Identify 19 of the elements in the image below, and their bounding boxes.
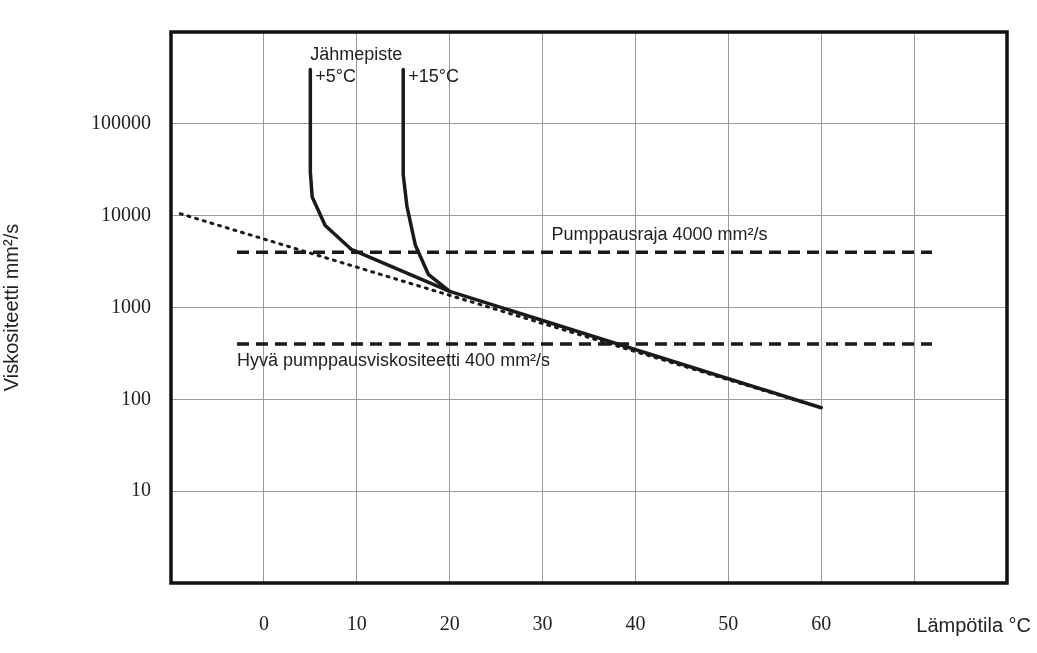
x-tick-label: 40 <box>625 612 646 635</box>
annotation: +5°C <box>315 65 357 86</box>
annotation: +15°C <box>408 65 459 86</box>
x-tick-label: 10 <box>346 612 367 635</box>
x-tick-label: 0 <box>258 612 269 635</box>
ref-line-label: Pumppausraja 4000 mm²/s <box>551 224 768 245</box>
y-tick-label: 10 <box>131 478 151 501</box>
x-tick-label: 20 <box>439 612 460 635</box>
x-tick-label: 60 <box>811 612 832 635</box>
y-tick-label: 10000 <box>101 202 151 225</box>
y-axis-title: Viskositeetti mm²/s <box>0 223 22 392</box>
x-tick-label: 30 <box>532 612 553 635</box>
y-tick-label: 1000 <box>111 294 151 317</box>
y-tick-label: 100 <box>121 386 151 409</box>
ref-line-label: Hyvä pumppausviskositeetti 400 mm²/s <box>237 350 551 371</box>
x-tick-label: 50 <box>718 612 739 635</box>
y-tick-label: 100000 <box>91 111 151 134</box>
annotation: Jähmepiste <box>310 43 403 64</box>
x-axis-title: Lämpötila °C <box>916 613 1031 636</box>
